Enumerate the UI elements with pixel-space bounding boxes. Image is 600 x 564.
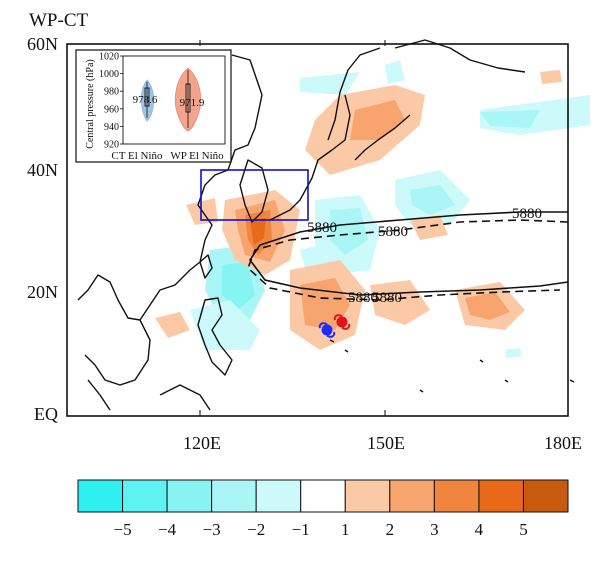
inset-ytick-label: 1020 xyxy=(99,52,119,63)
negative-anomaly-patch xyxy=(330,208,368,255)
contour-labels: 5880 5880 5880 5880 5880 xyxy=(307,206,542,306)
lat-label-60n: 60N xyxy=(27,34,58,54)
inset-ylabel: Central pressure (hPa) xyxy=(85,59,96,148)
taiwan-island xyxy=(199,254,213,279)
borneo-coast xyxy=(159,384,211,411)
region-box xyxy=(200,169,309,221)
negative-anomaly-patch xyxy=(222,262,255,310)
inset-axes xyxy=(122,55,226,145)
typhoon-symbols xyxy=(318,314,351,338)
colorbar-label: 1 xyxy=(341,520,350,539)
colorbar-swatch xyxy=(300,479,346,513)
contour-label: 5880 xyxy=(348,290,378,306)
coastlines xyxy=(77,39,575,411)
contour-label: 5880 xyxy=(512,206,542,222)
positive-anomaly-patch xyxy=(370,280,430,325)
negative-anomaly-patch xyxy=(300,72,360,95)
philippines-islands xyxy=(197,297,233,376)
positive-anomaly-patch xyxy=(540,70,562,84)
contour-label: 5880 xyxy=(378,224,408,240)
colorbar-label: 4 xyxy=(474,520,484,539)
colorbar-label: 2 xyxy=(385,520,395,539)
colorbar-swatch xyxy=(433,479,480,513)
inset-ytick-label: 940 xyxy=(104,122,119,133)
contour-5880 xyxy=(247,211,569,301)
colorbar-swatch xyxy=(122,479,168,513)
colorbar-swatch xyxy=(389,479,435,513)
inset-ytick-label: 920 xyxy=(104,140,119,151)
typhoon-wp-icon xyxy=(333,314,351,330)
violin-ct-mean: 978.6 xyxy=(133,94,158,106)
positive-anomaly-patch xyxy=(155,312,190,338)
japan-islands xyxy=(269,47,381,221)
colorbar-label: −4 xyxy=(158,520,177,539)
violin-ct xyxy=(140,79,154,122)
colorbar-swatch xyxy=(522,479,569,513)
grid-lines xyxy=(199,40,386,416)
kuril-islands xyxy=(354,114,411,161)
colorbar xyxy=(77,479,569,513)
contour-line-ct xyxy=(247,219,569,301)
negative-anomaly-patch xyxy=(410,185,455,215)
negative-anomaly-patch xyxy=(300,245,325,268)
colorbar-swatch xyxy=(255,479,302,513)
contour-label: 5880 xyxy=(307,220,337,236)
colorbar-swatch xyxy=(344,479,391,513)
lon-label-150e: 150E xyxy=(367,433,405,453)
map-frame xyxy=(66,43,569,417)
negative-anomaly-patch xyxy=(505,348,522,358)
korea-peninsula xyxy=(239,159,269,223)
lat-label-40n: 40N xyxy=(27,160,58,180)
lon-label-120e: 120E xyxy=(183,433,221,453)
typhoon-ct-icon xyxy=(318,322,336,338)
colorbar-label: −1 xyxy=(291,520,310,539)
figure-title: WP-CT xyxy=(29,10,89,31)
colorbar-swatch xyxy=(77,479,124,513)
colorbar-swatch xyxy=(211,479,257,513)
inset-category-ct: CT El Niño xyxy=(111,150,163,162)
positive-anomaly-patch xyxy=(410,215,448,240)
malay-peninsula xyxy=(87,379,111,411)
inset-plot: 1020 1000 980 960 940 920 Central pressure (h… xyxy=(75,49,232,163)
violin-wp-mean: 971.9 xyxy=(180,97,205,109)
colorbar-swatch xyxy=(478,479,524,513)
colorbar-label: 3 xyxy=(430,520,439,539)
inset-category-wp: WP El Niño xyxy=(170,150,224,162)
colorbar-label: −3 xyxy=(202,520,221,539)
inset-ytick-label: 980 xyxy=(104,87,119,98)
asia-coastline xyxy=(77,54,263,321)
positive-anomaly-patch xyxy=(300,278,350,330)
lat-label-eq: EQ xyxy=(34,404,58,424)
inset-ytick-label: 960 xyxy=(104,104,119,115)
positive-anomaly-patch xyxy=(465,292,510,320)
sakhalin-coast xyxy=(327,91,341,141)
kamchatka-coast xyxy=(394,39,526,73)
negative-anomaly-patch xyxy=(385,60,405,84)
contour-label: 5880 xyxy=(372,290,402,306)
inset-yticks: 1020 1000 980 960 940 920 xyxy=(99,52,123,151)
negative-anomaly-patch xyxy=(190,300,260,350)
lat-label-20n: 20N xyxy=(27,282,58,302)
colorbar-label: −2 xyxy=(247,520,266,539)
colorbar-label: −5 xyxy=(113,520,132,539)
positive-anomaly-patch xyxy=(250,218,266,245)
contour-line-wp xyxy=(249,211,569,296)
colorbar-label: 5 xyxy=(519,520,528,539)
inset-ytick-label: 1000 xyxy=(99,69,119,80)
colorbar-swatch xyxy=(166,479,213,513)
pacific-islands xyxy=(329,339,575,393)
lon-label-180e: 180E xyxy=(544,433,582,453)
negative-anomaly-patch xyxy=(480,110,540,128)
vietnam-coast xyxy=(84,319,151,386)
